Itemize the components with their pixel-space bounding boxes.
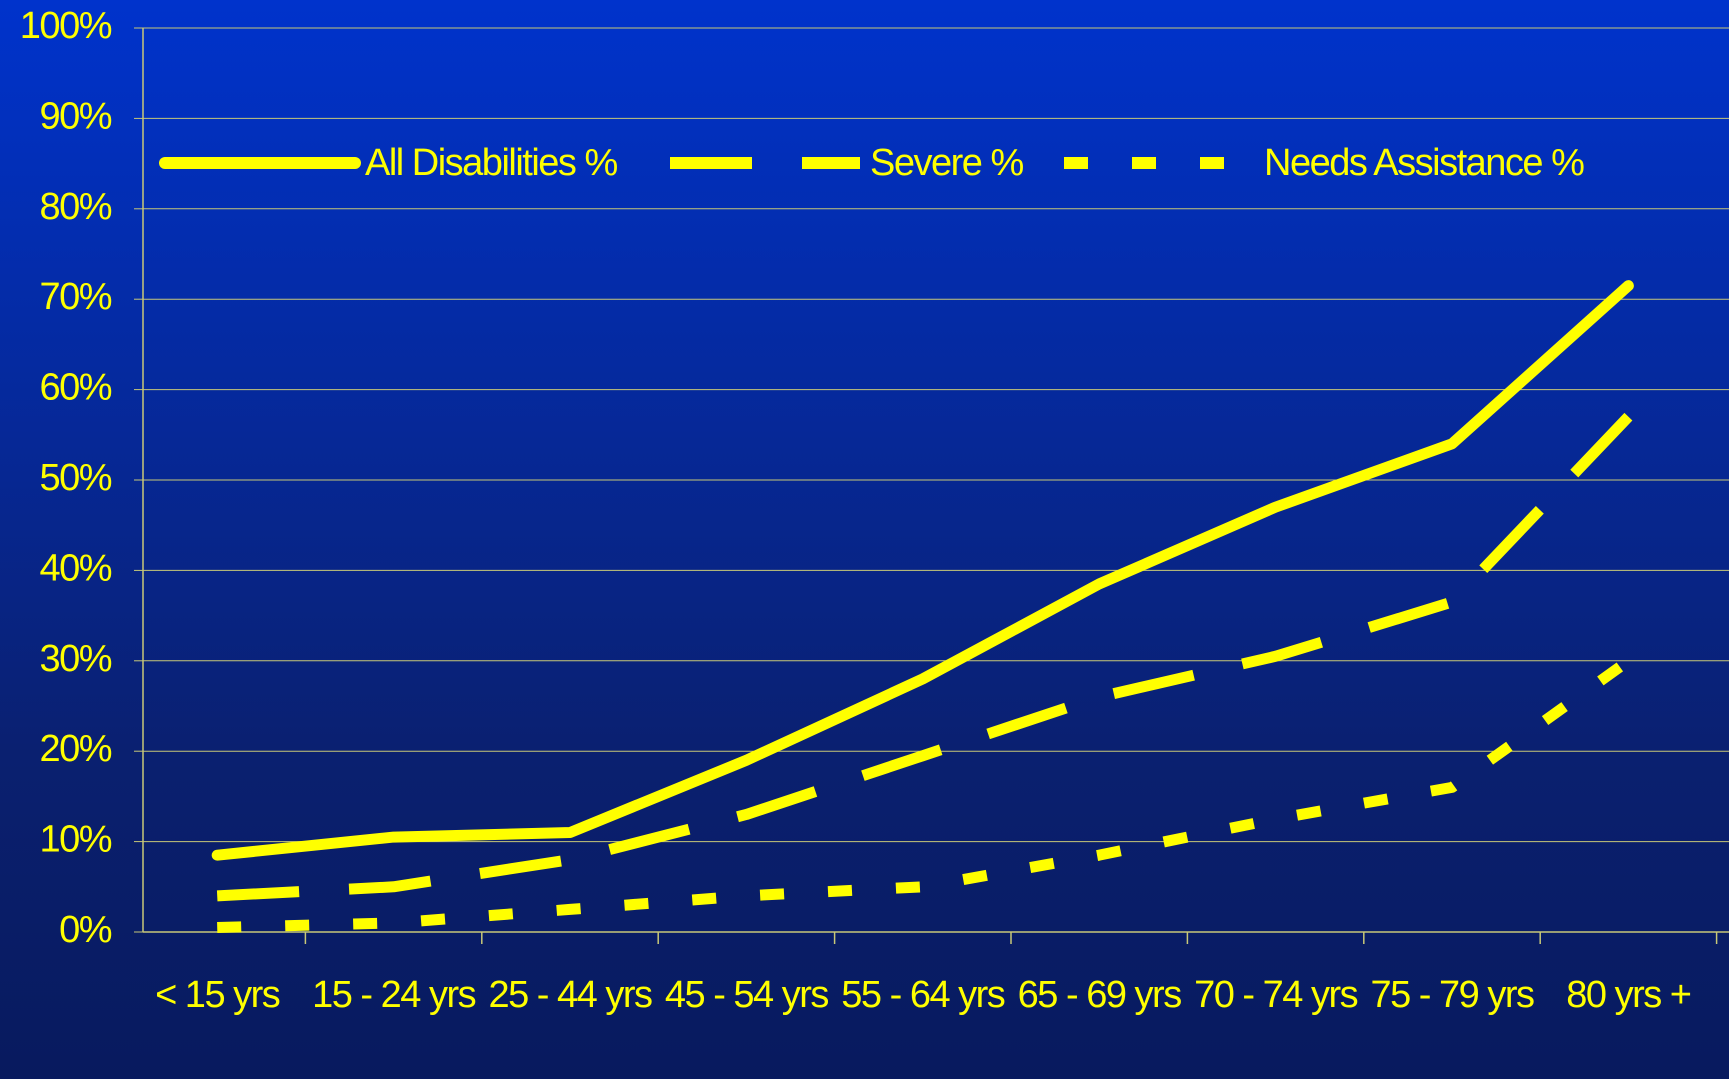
series-line xyxy=(211,280,1634,861)
x-tick-label: 70 - 74 yrs xyxy=(1194,974,1359,1016)
legend-label: All Disabilities % xyxy=(365,142,617,184)
y-tick-label: 0% xyxy=(59,909,112,951)
series-line xyxy=(217,656,1632,933)
y-tick-label: 30% xyxy=(39,638,111,680)
x-tick-label: 55 - 64 yrs xyxy=(841,974,1006,1016)
y-tick-label: 40% xyxy=(39,547,111,589)
y-tick-label: 90% xyxy=(39,95,111,137)
x-tick-label: 45 - 54 yrs xyxy=(664,974,830,1016)
y-tick-label: 10% xyxy=(39,819,111,861)
legend-item: All Disabilities % xyxy=(159,142,619,184)
legend-item: Severe % xyxy=(670,142,1025,184)
legend-label: Severe % xyxy=(870,142,1023,184)
y-tick-label: 50% xyxy=(39,457,111,499)
y-tick-label: 60% xyxy=(39,367,111,409)
y-tick-label: 20% xyxy=(39,728,111,770)
y-tick-label: 80% xyxy=(39,186,111,228)
x-tick-label: 15 - 24 yrs xyxy=(312,974,477,1016)
x-tick-label: 65 - 69 yrs xyxy=(1017,974,1183,1016)
x-tick-label: 25 - 44 yrs xyxy=(488,974,653,1016)
x-tick-label: 75 - 79 yrs xyxy=(1370,974,1535,1016)
x-tick-label: 80 yrs + xyxy=(1566,974,1692,1016)
legend-label: Needs Assistance % xyxy=(1264,142,1584,184)
y-tick-label: 100% xyxy=(20,5,112,47)
x-tick-label: < 15 yrs xyxy=(155,974,281,1016)
y-tick-label: 70% xyxy=(39,276,111,318)
series-line xyxy=(216,412,1633,902)
legend-item: Needs Assistance % xyxy=(1064,142,1586,184)
